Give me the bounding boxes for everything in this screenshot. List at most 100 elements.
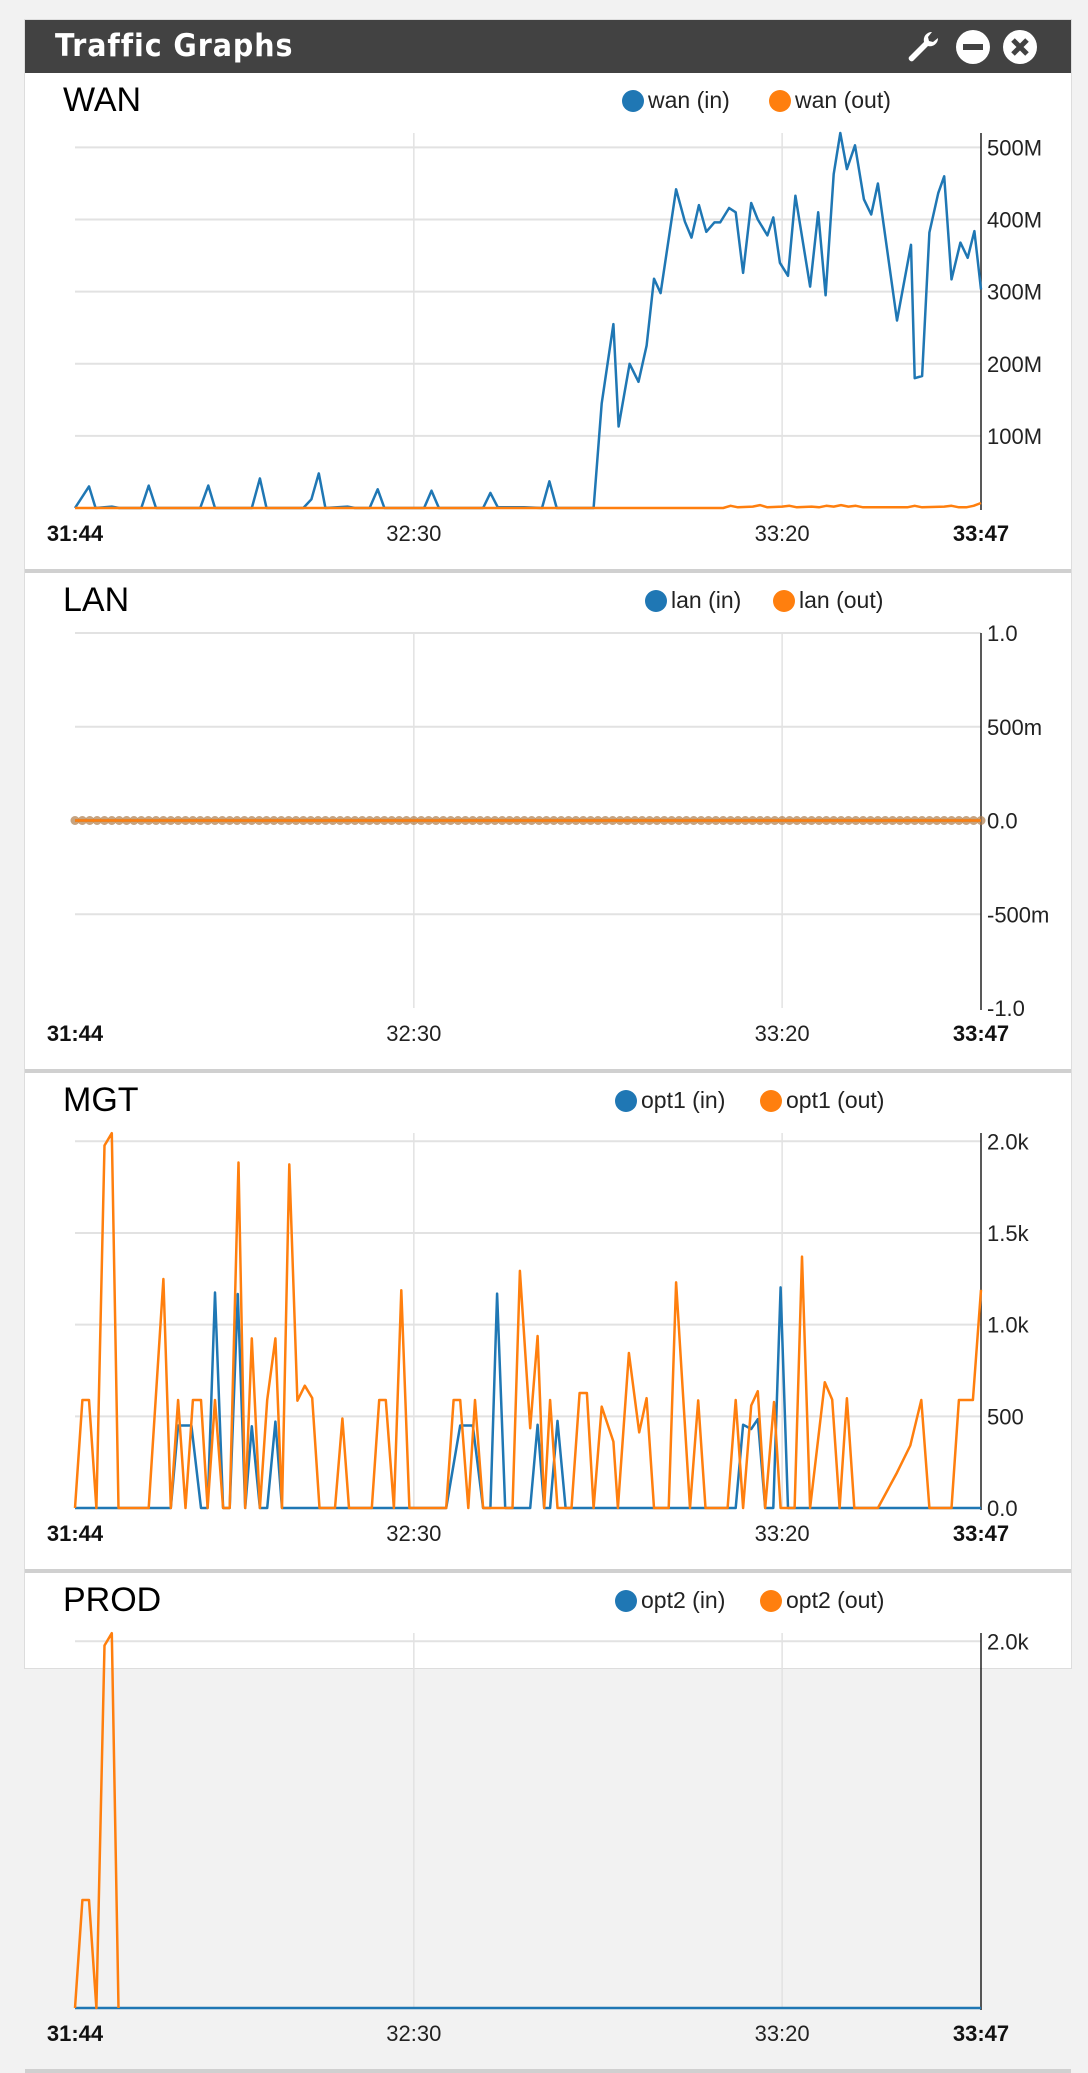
data-point-marker (225, 816, 235, 825)
y-tick-label: 500m (987, 715, 1042, 740)
legend-label: opt2 (in) (641, 1587, 726, 1613)
x-tick-label: 32:30 (386, 1521, 441, 1546)
data-point-marker (681, 816, 691, 825)
data-point-marker (564, 816, 574, 825)
legend-label: lan (in) (671, 587, 742, 613)
traffic-graphs-widget: Traffic Graphs WAN 32:30 33:20 31:44 33:47 10… (24, 19, 1072, 2073)
data-point-marker (792, 816, 802, 825)
close-icon[interactable] (1002, 29, 1038, 65)
data-point-marker (784, 816, 794, 825)
data-point-marker (232, 816, 242, 825)
data-point-marker (284, 816, 294, 825)
legend-label: lan (out) (799, 587, 884, 613)
y-tick-label: 0.0 (987, 1496, 1018, 1521)
data-point-marker (379, 816, 389, 825)
data-point-marker (932, 816, 942, 825)
data-point-marker (343, 816, 353, 825)
data-point-marker (262, 816, 272, 825)
series-line-1 (75, 501, 982, 510)
data-point-marker (726, 816, 736, 825)
data-point-marker (350, 816, 360, 825)
data-point-marker (740, 816, 750, 825)
y-tick-label: 300M (987, 280, 1042, 305)
widget-title: Traffic Graphs (55, 28, 294, 64)
y-tick-label: 500 (987, 1404, 1024, 1429)
legend-item[interactable]: lan (out) (773, 587, 883, 614)
data-point-marker (593, 816, 603, 825)
data-point-marker (210, 816, 220, 825)
data-point-marker (910, 816, 920, 825)
chart-plot: 32:30 33:20 31:44 33:470.0 500 1.0k 1.5k 2.0k (47, 1129, 1030, 1546)
data-point-marker (357, 816, 367, 825)
data-point-marker (829, 816, 839, 825)
legend-item[interactable]: wan (out) (769, 87, 891, 114)
data-point-marker (770, 816, 780, 825)
legend-item[interactable]: wan (in) (622, 87, 730, 114)
data-point-marker (409, 816, 419, 825)
legend-dot-icon (773, 589, 795, 612)
y-tick-label: 200M (987, 352, 1042, 377)
data-point-marker (762, 816, 772, 825)
data-point-marker (711, 816, 721, 825)
data-point-marker (534, 816, 544, 825)
data-point-marker (269, 816, 279, 825)
data-point-marker (475, 816, 485, 825)
data-point-marker (976, 816, 986, 825)
data-point-marker (821, 816, 831, 825)
data-point-marker (674, 816, 684, 825)
y-tick-label: 100M (987, 424, 1042, 449)
data-point-marker (659, 816, 669, 825)
data-point-marker (696, 816, 706, 825)
x-start-label: 31:44 (47, 2021, 104, 2046)
legend-label: opt1 (in) (641, 1087, 726, 1113)
data-point-marker (924, 816, 934, 825)
data-point-marker (571, 816, 581, 825)
data-point-marker (291, 816, 301, 825)
data-point-marker (703, 816, 713, 825)
data-point-marker (77, 816, 87, 825)
data-point-marker (276, 816, 286, 825)
data-point-marker (431, 816, 441, 825)
x-start-label: 31:44 (47, 1021, 104, 1046)
x-tick-label: 33:20 (755, 1521, 810, 1546)
minimize-icon[interactable] (955, 29, 991, 65)
data-point-marker (460, 816, 470, 825)
data-point-marker (497, 816, 507, 825)
legend-item[interactable]: opt1 (out) (760, 1087, 884, 1114)
data-point-marker (239, 816, 249, 825)
data-point-marker (158, 816, 168, 825)
y-tick-label: -500m (987, 902, 1049, 927)
data-point-marker (652, 816, 662, 825)
x-tick-label: 33:20 (755, 521, 810, 546)
data-point-marker (873, 816, 883, 825)
data-point-marker (917, 816, 927, 825)
data-point-marker (755, 816, 765, 825)
data-point-marker (637, 816, 647, 825)
data-point-marker (902, 816, 912, 825)
data-point-marker (622, 816, 632, 825)
legend-dot-icon (615, 1589, 637, 1612)
legend-item[interactable]: opt2 (in) (615, 1587, 725, 1614)
data-point-marker (195, 816, 205, 825)
chart-prod: PROD 32:30 33:20 31:44 33:47 2.0k opt2 (in) opt… (25, 1573, 1071, 2073)
chart-title: MGT (63, 1081, 139, 1119)
data-point-marker (851, 816, 861, 825)
data-point-marker (807, 816, 817, 825)
data-point-marker (505, 816, 515, 825)
data-point-marker (173, 816, 183, 825)
data-point-marker (858, 816, 868, 825)
data-point-marker (836, 816, 846, 825)
y-tick-label: -1.0 (987, 996, 1025, 1021)
legend-item[interactable]: lan (in) (645, 587, 741, 614)
legend-dot-icon (769, 89, 791, 112)
data-point-marker (880, 816, 890, 825)
data-point-marker (313, 816, 323, 825)
data-point-marker (151, 816, 161, 825)
data-point-marker (453, 816, 463, 825)
legend-item[interactable]: opt2 (out) (760, 1587, 884, 1614)
wrench-icon[interactable] (905, 29, 941, 65)
legend-item[interactable]: opt1 (in) (615, 1087, 725, 1114)
y-tick-label: 400M (987, 208, 1042, 233)
data-point-marker (519, 816, 529, 825)
data-point-marker (166, 816, 176, 825)
